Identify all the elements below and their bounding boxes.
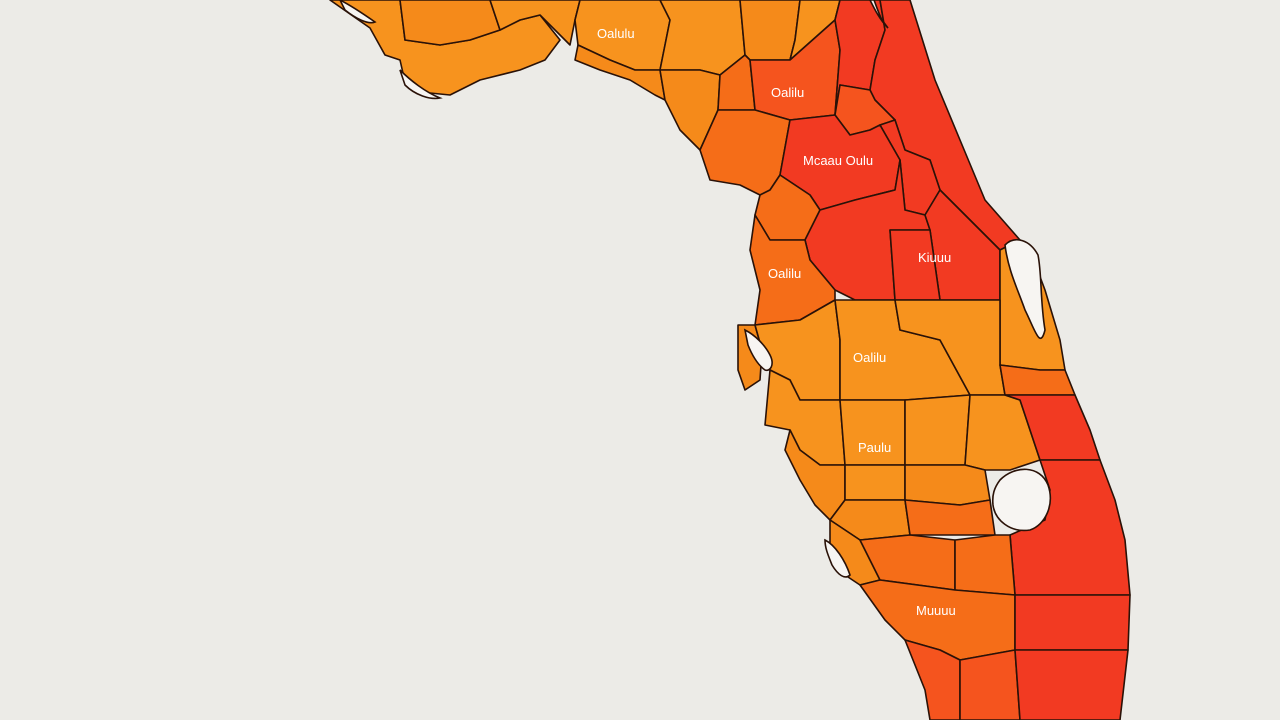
county-hendry bbox=[904, 499, 996, 536]
county-label: Oalilu bbox=[768, 266, 801, 281]
county-glades bbox=[904, 464, 991, 506]
indian-river-lagoon bbox=[1004, 239, 1046, 339]
county-label: Kiuuu bbox=[918, 250, 951, 265]
county-big-bend-coast bbox=[574, 44, 666, 101]
tampa-bay bbox=[743, 328, 773, 372]
apalachee-bay bbox=[399, 69, 443, 100]
county-label: Oalilu bbox=[771, 85, 804, 100]
county-indian-river bbox=[999, 364, 1076, 396]
county-hardee bbox=[839, 399, 906, 466]
county-label: Oalilu bbox=[853, 350, 886, 365]
county-highlands bbox=[904, 394, 971, 466]
county-desoto bbox=[844, 464, 906, 501]
county-label: Muuuu bbox=[916, 603, 956, 618]
st-johns-river bbox=[869, 0, 889, 29]
county-north-central-1 bbox=[659, 0, 746, 76]
county-inland-south bbox=[954, 534, 1016, 596]
county-miami-dade-west bbox=[959, 649, 1021, 720]
county-broward bbox=[1014, 594, 1131, 651]
county-label: Paulu bbox=[858, 440, 891, 455]
county-label: Oalulu bbox=[597, 26, 635, 41]
panhandle-bay bbox=[339, 0, 377, 24]
county-label: Mcaau Oulu bbox=[803, 153, 873, 168]
lake-okeechobee bbox=[991, 468, 1052, 532]
county-miami-dade-east bbox=[1014, 649, 1129, 720]
county-monroe-mainland bbox=[904, 639, 961, 720]
charlotte-harbor bbox=[824, 538, 851, 578]
county-north-central-2 bbox=[739, 0, 801, 61]
county-panhandle-mid bbox=[399, 0, 501, 46]
